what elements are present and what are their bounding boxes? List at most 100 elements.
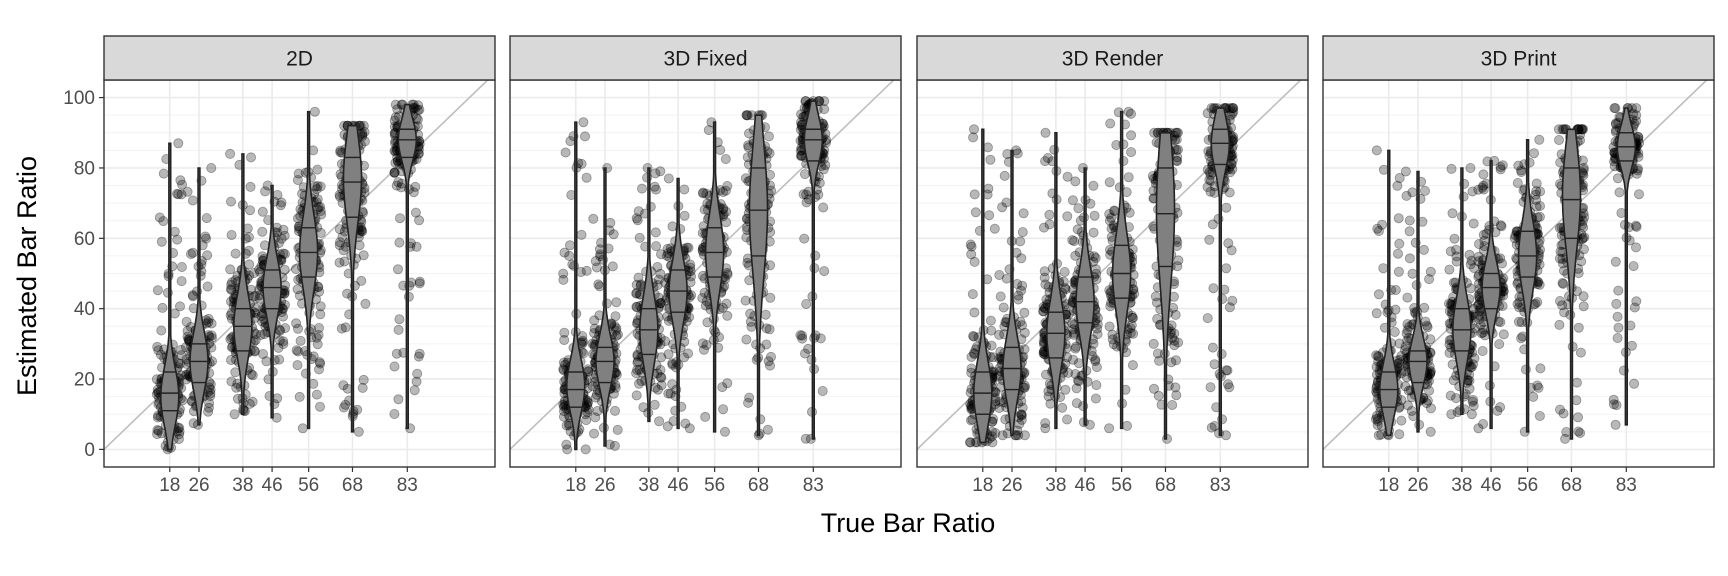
data-point — [390, 99, 401, 110]
data-point — [1396, 415, 1407, 426]
data-point — [1404, 226, 1415, 237]
data-point — [276, 233, 287, 244]
data-point — [1089, 210, 1100, 221]
x-tick-label: 83 — [397, 475, 418, 496]
data-point — [636, 376, 647, 387]
data-point — [1073, 203, 1084, 214]
data-point — [243, 232, 254, 243]
data-point — [1091, 380, 1102, 391]
data-point — [389, 361, 400, 372]
data-point — [1446, 409, 1457, 420]
data-point — [1018, 208, 1029, 219]
data-point — [173, 433, 184, 444]
data-point — [1554, 319, 1565, 330]
data-point — [174, 301, 185, 312]
data-point — [226, 284, 237, 295]
data-point — [1404, 253, 1415, 264]
data-point — [1015, 236, 1026, 247]
data-point — [151, 374, 162, 385]
data-point — [559, 334, 570, 345]
data-point — [1478, 169, 1489, 180]
data-point — [1631, 221, 1642, 232]
data-point — [1173, 255, 1184, 266]
data-point — [638, 402, 649, 413]
data-point — [762, 424, 773, 435]
data-point — [255, 329, 266, 340]
data-point — [1419, 302, 1430, 313]
data-point — [745, 308, 756, 319]
x-tick-label: 26 — [188, 475, 209, 496]
data-point — [1202, 313, 1213, 324]
data-point — [1513, 316, 1524, 327]
data-point — [1577, 155, 1588, 166]
data-point — [1613, 285, 1624, 296]
data-point — [202, 250, 213, 261]
data-point — [1148, 338, 1159, 349]
data-point — [1402, 335, 1413, 346]
data-point — [1406, 405, 1417, 416]
data-point — [309, 106, 320, 117]
data-point — [1060, 384, 1071, 395]
data-point — [1013, 290, 1024, 301]
data-point — [1420, 185, 1431, 196]
x-tick-label: 83 — [803, 475, 824, 496]
x-tick-label: 83 — [1616, 475, 1637, 496]
identity-line — [104, 80, 489, 451]
data-point — [311, 184, 322, 195]
data-point — [650, 227, 661, 238]
data-point — [181, 316, 192, 327]
data-point — [818, 202, 829, 213]
data-point — [1149, 383, 1160, 394]
data-point — [718, 404, 729, 415]
data-point — [1468, 400, 1479, 411]
data-point — [1535, 200, 1546, 211]
data-point — [1126, 130, 1137, 141]
data-point — [1062, 414, 1073, 425]
data-point — [1069, 236, 1080, 247]
data-point — [1373, 430, 1384, 441]
data-point — [1610, 419, 1621, 430]
data-point — [655, 364, 666, 375]
data-point — [1070, 343, 1081, 354]
data-point — [1045, 398, 1056, 409]
data-point — [201, 213, 212, 224]
data-point — [612, 424, 623, 435]
data-point — [249, 267, 260, 278]
data-point — [817, 385, 828, 396]
x-tick-label: 56 — [704, 475, 725, 496]
data-point — [985, 154, 996, 165]
data-point — [314, 286, 325, 297]
data-point — [278, 338, 289, 349]
data-point — [581, 415, 592, 426]
data-point — [1371, 308, 1382, 319]
data-point — [1612, 173, 1623, 184]
data-point — [1371, 350, 1382, 361]
data-point — [611, 297, 622, 308]
x-tick-label: 38 — [1045, 475, 1066, 496]
data-point — [247, 370, 258, 381]
data-point — [815, 333, 826, 344]
group-18 — [151, 138, 188, 455]
data-point — [1042, 152, 1053, 163]
data-point — [1576, 256, 1587, 267]
data-point — [1534, 410, 1545, 421]
group-46 — [254, 180, 291, 423]
data-point — [230, 367, 241, 378]
data-point — [1407, 187, 1418, 198]
panel-0: 2D 18 26 38 46 56 68 83 — [103, 35, 496, 496]
data-point — [766, 351, 777, 362]
data-point — [581, 172, 592, 183]
data-point — [259, 329, 270, 340]
data-point — [1221, 430, 1232, 441]
data-point — [1123, 106, 1134, 117]
data-point — [1465, 162, 1476, 173]
data-point — [313, 201, 324, 212]
data-point — [274, 335, 285, 346]
data-point — [206, 318, 217, 329]
data-point — [153, 425, 164, 436]
data-point — [206, 330, 217, 341]
data-point — [205, 384, 216, 395]
data-point — [394, 314, 405, 325]
data-point — [1578, 301, 1589, 312]
